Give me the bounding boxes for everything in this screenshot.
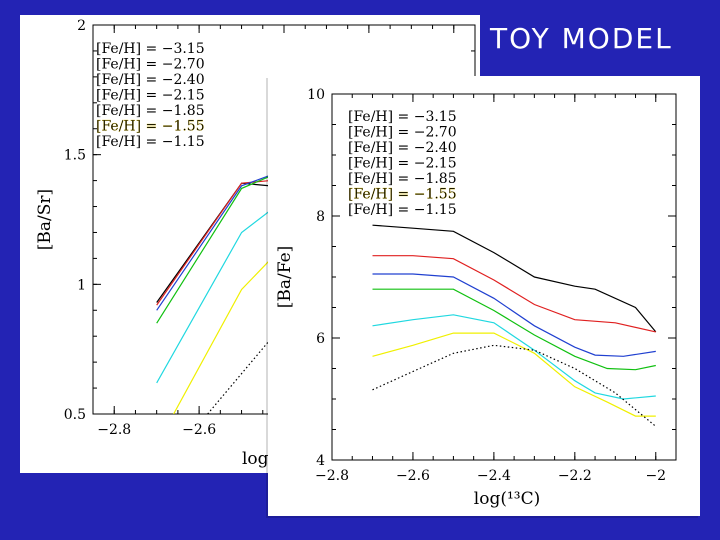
- y-tick-label: 10: [307, 87, 325, 103]
- series-line: [372, 255, 656, 333]
- x-tick-label: −2.6: [182, 422, 216, 438]
- legend-entry: [Fe/H] = −2.40: [348, 140, 457, 156]
- ba-fe-chart: −2.8 −2.6 −2.4 −2.2 −2 4 6 8 10 log(¹³C) [Ba/Fe] [F…: [275, 87, 677, 509]
- legend-entry: [Fe/H] = −1.55: [96, 119, 205, 135]
- legend-entry: [Fe/H] = −1.15: [348, 202, 457, 218]
- y-tick-label: 0.5: [64, 407, 86, 423]
- legend-entry: [Fe/H] = −3.15: [96, 41, 205, 57]
- x-tick-label: −2: [645, 468, 666, 484]
- y-axis-label: [Ba/Fe]: [275, 246, 295, 309]
- x-tick-label: −2.2: [558, 468, 592, 484]
- legend-entry: [Fe/H] = −2.40: [96, 72, 205, 88]
- legend-entry: [Fe/H] = −1.85: [96, 103, 205, 119]
- legend-entry: [Fe/H] = −2.15: [96, 88, 205, 104]
- x-tick-label: −2.6: [396, 468, 430, 484]
- series-line: [372, 288, 656, 371]
- y-tick-label: 1: [77, 277, 86, 293]
- series-line: [372, 344, 657, 427]
- legend-entry: [Fe/H] = −2.15: [348, 156, 457, 172]
- legend-entry: [Fe/H] = −1.55: [348, 187, 457, 203]
- y-tick-label: 2: [77, 18, 86, 34]
- series-line: [372, 224, 657, 333]
- y-tick-label: 4: [316, 453, 325, 469]
- legend-entry: [Fe/H] = −2.70: [348, 125, 457, 141]
- legend-entry: [Fe/H] = −2.70: [96, 57, 205, 73]
- y-tick-label: 6: [316, 331, 325, 347]
- y-tick-label: 8: [316, 209, 325, 225]
- x-axis-label: log: [242, 449, 269, 469]
- slide-title: TOY MODEL: [490, 22, 673, 55]
- x-tick-label: −2.8: [97, 422, 131, 438]
- y-axis-label: [Ba/Sr]: [35, 189, 55, 250]
- series-line: [372, 273, 656, 357]
- y-tick-label: 1.5: [64, 148, 86, 164]
- x-tick-label: −2.4: [477, 468, 511, 484]
- x-axis-label: log(¹³C): [474, 489, 540, 509]
- legend-entry: [Fe/H] = −3.15: [348, 109, 457, 125]
- series-line: [372, 314, 656, 400]
- series-line: [372, 332, 656, 417]
- legend-entry: [Fe/H] = −1.15: [96, 134, 205, 150]
- ba-fe-chart-panel: −2.8 −2.6 −2.4 −2.2 −2 4 6 8 10 log(¹³C) [Ba/Fe] [F…: [268, 76, 700, 516]
- legend-entry: [Fe/H] = −1.85: [348, 171, 457, 187]
- x-tick-label: −2.8: [315, 468, 349, 484]
